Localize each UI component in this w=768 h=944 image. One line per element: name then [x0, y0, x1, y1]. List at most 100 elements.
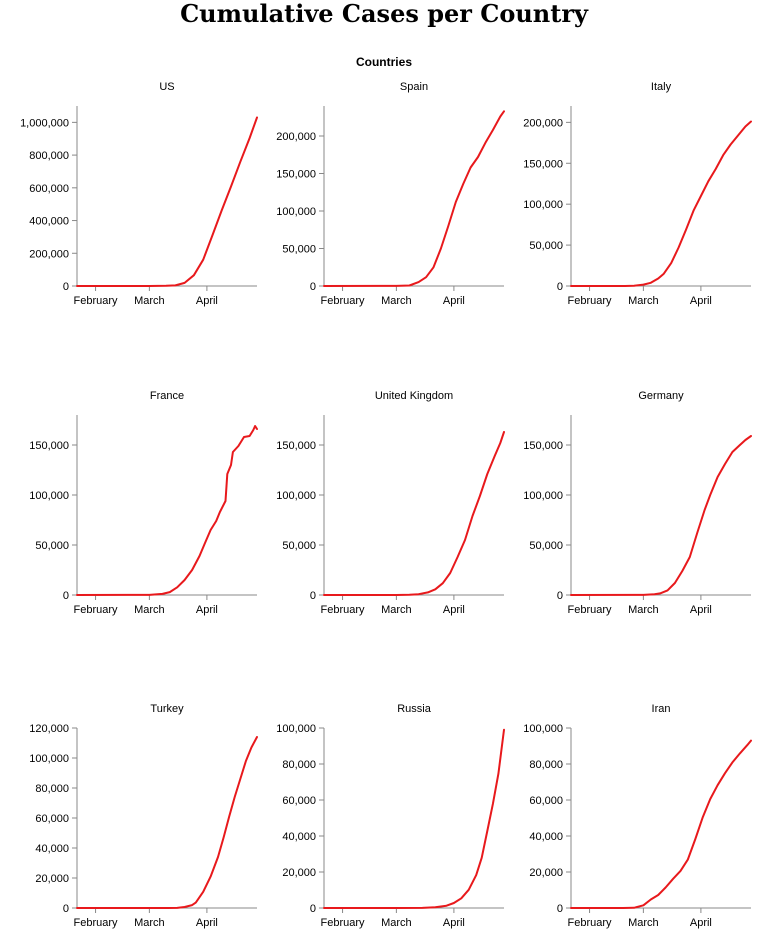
y-tick-label: 0 — [310, 281, 316, 293]
y-tick-label: 100,000 — [29, 490, 69, 502]
y-tick-label: 150,000 — [29, 440, 69, 452]
x-tick-label: April — [196, 295, 218, 307]
y-tick-label: 150,000 — [276, 440, 316, 452]
x-tick-label: April — [690, 604, 712, 616]
x-tick-label: February — [321, 917, 366, 929]
y-tick-label: 150,000 — [523, 440, 563, 452]
panel-italy: Italy 0 50,000 100,000 150,000 200,000 Februar… — [523, 81, 752, 307]
y-tick-label: 0 — [63, 590, 69, 602]
y-tick-label: 1,000,000 — [20, 117, 69, 129]
y-tick-label: 60,000 — [35, 813, 69, 825]
y-tick-label: 0 — [310, 590, 316, 602]
y-tick-label: 80,000 — [282, 759, 316, 771]
series-line-spain — [323, 110, 505, 287]
y-tick-label: 0 — [557, 281, 563, 293]
series-line-us — [76, 116, 258, 287]
panel-title: Spain — [400, 81, 428, 93]
y-tick-label: 40,000 — [282, 831, 316, 843]
x-tick-label: April — [443, 917, 465, 929]
y-tick-label: 150,000 — [276, 169, 316, 181]
panel-title: Germany — [638, 390, 684, 402]
x-tick-label: March — [134, 604, 165, 616]
y-tick-label: 50,000 — [282, 540, 316, 552]
chart-title: Cumulative Cases per Country — [180, 0, 589, 28]
x-tick-label: April — [690, 917, 712, 929]
panel-us: US 0 200,000 400,000 600,000 800,000 1,000,000… — [20, 81, 258, 307]
y-tick-label: 0 — [557, 903, 563, 915]
y-tick-label: 100,000 — [523, 723, 563, 735]
series-line-france — [76, 425, 258, 596]
series-line-russia — [323, 728, 505, 909]
x-tick-label: February — [568, 604, 613, 616]
panel-title: United Kingdom — [375, 390, 453, 402]
y-tick-label: 0 — [557, 590, 563, 602]
panels-grid: US 0 200,000 400,000 600,000 800,000 1,000,000… — [20, 81, 752, 929]
y-tick-label: 400,000 — [29, 216, 69, 228]
y-tick-label: 100,000 — [276, 490, 316, 502]
x-tick-label: February — [568, 917, 613, 929]
x-tick-label: February — [74, 295, 119, 307]
x-tick-label: March — [628, 917, 659, 929]
panel-title: Turkey — [150, 703, 184, 715]
x-tick-label: February — [74, 604, 119, 616]
y-tick-label: 120,000 — [29, 723, 69, 735]
x-tick-label: March — [628, 295, 659, 307]
series-line-turkey — [76, 736, 258, 909]
panel-title: Russia — [397, 703, 432, 715]
y-tick-label: 20,000 — [529, 867, 563, 879]
y-tick-label: 50,000 — [529, 240, 563, 252]
y-tick-label: 80,000 — [529, 759, 563, 771]
panel-title: US — [159, 81, 174, 93]
panel-united-kingdom: United Kingdom 0 50,000 100,000 150,000 Febru… — [276, 390, 505, 616]
panel-russia: Russia 0 20,000 40,000 60,000 80,000 100,000 Fe… — [276, 703, 505, 929]
y-tick-label: 60,000 — [529, 795, 563, 807]
y-tick-label: 40,000 — [35, 843, 69, 855]
x-tick-label: April — [196, 604, 218, 616]
y-tick-label: 200,000 — [29, 248, 69, 260]
panel-turkey: Turkey 0 20,000 40,000 60,000 80,000 100,000 12… — [29, 703, 258, 929]
facet-header: Countries — [356, 55, 412, 69]
y-tick-label: 600,000 — [29, 183, 69, 195]
x-tick-label: March — [134, 295, 165, 307]
y-tick-label: 800,000 — [29, 150, 69, 162]
panel-iran: Iran 0 20,000 40,000 60,000 80,000 100,000 Febr… — [523, 703, 752, 929]
y-tick-label: 20,000 — [35, 873, 69, 885]
panel-spain: Spain 0 50,000 100,000 150,000 200,000 Februar… — [276, 81, 505, 307]
x-tick-label: April — [443, 295, 465, 307]
x-tick-label: March — [381, 604, 412, 616]
y-tick-label: 100,000 — [276, 206, 316, 218]
y-tick-label: 40,000 — [529, 831, 563, 843]
x-tick-label: February — [568, 295, 613, 307]
panel-france: France 0 50,000 100,000 150,000 February March… — [29, 390, 258, 616]
x-tick-label: April — [690, 295, 712, 307]
x-tick-label: March — [381, 917, 412, 929]
y-tick-label: 80,000 — [35, 783, 69, 795]
y-tick-label: 100,000 — [523, 490, 563, 502]
x-tick-label: February — [74, 917, 119, 929]
y-tick-label: 20,000 — [282, 867, 316, 879]
panel-title: Iran — [652, 703, 671, 715]
panel-title: Italy — [651, 81, 672, 93]
series-line-iran — [570, 739, 752, 909]
y-tick-label: 200,000 — [276, 131, 316, 143]
x-tick-label: April — [196, 917, 218, 929]
x-tick-label: March — [134, 917, 165, 929]
x-tick-label: February — [321, 604, 366, 616]
y-tick-label: 50,000 — [282, 244, 316, 256]
y-tick-label: 0 — [63, 281, 69, 293]
y-tick-label: 0 — [63, 903, 69, 915]
panel-germany: Germany 0 50,000 100,000 150,000 February Marc… — [523, 390, 752, 616]
y-tick-label: 0 — [310, 903, 316, 915]
y-tick-label: 50,000 — [35, 540, 69, 552]
panel-title: France — [150, 390, 184, 402]
y-tick-label: 200,000 — [523, 117, 563, 129]
series-line-italy — [570, 120, 752, 287]
y-tick-label: 60,000 — [282, 795, 316, 807]
x-tick-label: April — [443, 604, 465, 616]
y-tick-label: 100,000 — [29, 753, 69, 765]
x-tick-label: February — [321, 295, 366, 307]
series-line-germany — [570, 435, 752, 596]
x-tick-label: March — [628, 604, 659, 616]
y-tick-label: 50,000 — [529, 540, 563, 552]
